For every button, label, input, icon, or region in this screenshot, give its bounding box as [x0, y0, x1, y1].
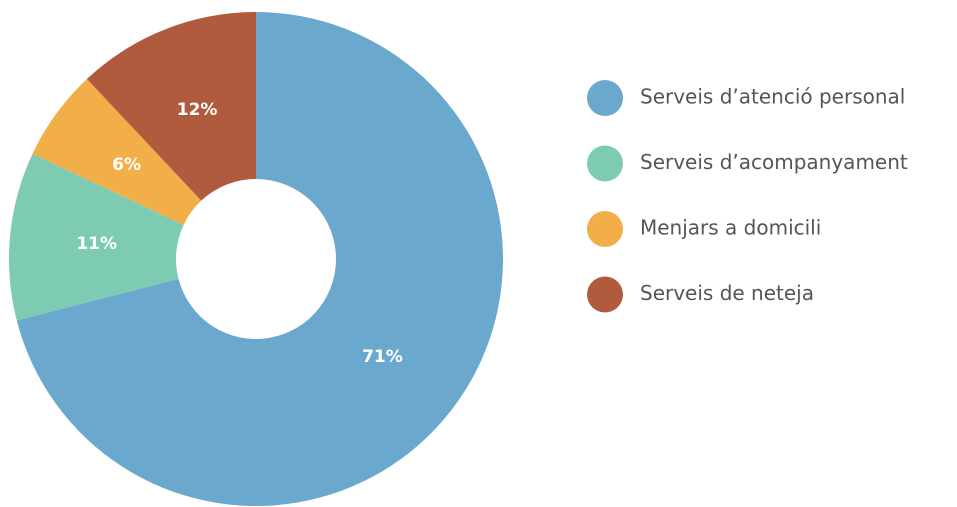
slice — [86, 12, 256, 201]
value-label: 6% — [112, 155, 141, 175]
slice — [16, 12, 504, 506]
legend-label: Serveis d’acompanyament — [640, 150, 908, 174]
legend-label: Serveis d’atenció personal — [640, 85, 905, 109]
value-label: 11% — [76, 234, 117, 254]
value-label: 71% — [362, 347, 403, 367]
slice — [8, 153, 184, 321]
legend-swatch — [587, 211, 623, 247]
legend-swatch — [587, 276, 623, 313]
legend-swatch — [587, 80, 623, 116]
legend-label: Menjars a domicili — [640, 216, 821, 240]
legend-swatch — [587, 145, 623, 182]
legend-label: Serveis de neteja — [640, 281, 814, 305]
value-label: 12% — [177, 100, 218, 120]
slice — [32, 78, 202, 225]
